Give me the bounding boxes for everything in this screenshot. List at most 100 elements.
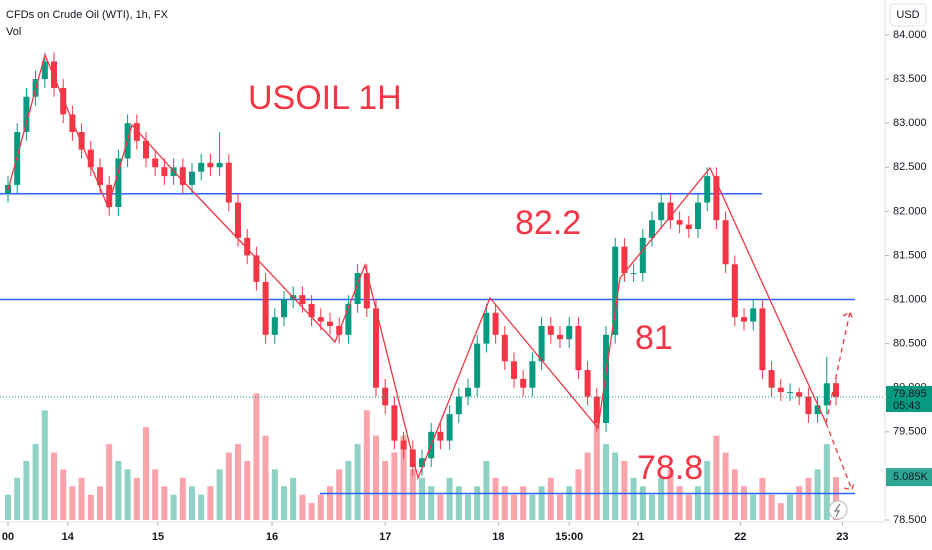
candle-body [750, 308, 757, 322]
candle-body [115, 158, 122, 207]
candle-body [777, 387, 784, 393]
volume-bar [60, 469, 67, 520]
volume-bar [363, 410, 370, 520]
candle-body [133, 123, 140, 141]
candle-body [722, 220, 729, 265]
candle-body [584, 370, 591, 397]
volume-bar [538, 486, 545, 520]
candle-body [603, 334, 609, 423]
x-tick-label: 17 [379, 531, 391, 543]
volume-bar [354, 444, 361, 520]
volume-bar [400, 435, 407, 520]
candle-body [198, 162, 205, 172]
candle-body [529, 361, 536, 388]
volume-bar [446, 477, 453, 520]
candle-body [281, 299, 287, 318]
volume-bar [547, 477, 554, 520]
candle-body [345, 303, 352, 335]
y-tick-label: 79.500 [893, 426, 927, 438]
volume-bar [345, 460, 352, 520]
volume-bar [189, 486, 195, 520]
candle-body [741, 317, 747, 322]
volume-bar [225, 452, 232, 520]
volume-bar [23, 460, 30, 520]
currency-button[interactable] [889, 3, 927, 27]
candle-body [557, 334, 563, 340]
candle-body [317, 317, 324, 322]
volume-bar [501, 486, 508, 520]
candle-body [69, 114, 76, 132]
volume-bar [382, 460, 389, 520]
candle-body [704, 176, 711, 203]
candle-body [649, 220, 655, 238]
candle-body [676, 220, 683, 225]
annotation: USOIL 1H [248, 79, 402, 117]
x-tick-label: 22 [734, 531, 746, 543]
volume-bar [271, 469, 278, 520]
volume-bar [649, 494, 655, 520]
volume-bar [419, 477, 425, 520]
volume-bar [373, 435, 379, 520]
replay-icon[interactable] [828, 500, 848, 520]
candle-body [253, 255, 260, 282]
candle-body [483, 312, 490, 344]
candle-body [759, 308, 766, 371]
volume-bar [676, 486, 683, 520]
volume-bar [557, 494, 563, 520]
volume-bar [520, 486, 527, 520]
volume-bar [143, 427, 149, 520]
volume-value-label: 5.085K [893, 471, 929, 483]
volume-bar [308, 503, 315, 520]
last-price-label: 79.895 [893, 388, 927, 400]
volume-bar [5, 494, 11, 520]
volume-bar [695, 486, 701, 520]
y-tick-label: 83.500 [893, 73, 927, 85]
volume-bar [814, 469, 821, 520]
volume-bar [133, 477, 140, 520]
y-tick-label: 78.500 [893, 514, 927, 526]
volume-bar [281, 486, 287, 520]
volume-bar [32, 444, 39, 520]
y-tick-label: 82.000 [893, 205, 927, 217]
x-tick-label: 16 [266, 531, 278, 543]
volume-bar [483, 460, 490, 520]
volume-bar [474, 486, 481, 520]
candle-body [437, 431, 444, 441]
candle-body [547, 326, 554, 335]
volume-bar [437, 494, 444, 520]
candle-body [271, 317, 278, 335]
volume-bar [51, 452, 57, 520]
volume-bar [317, 494, 324, 520]
volume-bar [750, 494, 757, 520]
volume-bar [327, 486, 333, 520]
candle-body [823, 383, 830, 406]
volume-bar [833, 477, 839, 520]
candle-body [630, 273, 637, 275]
y-tick-label: 83.000 [893, 117, 927, 129]
volume-bar [115, 460, 122, 520]
annotation: 82.2 [515, 204, 581, 242]
volume-bar [262, 435, 269, 520]
volume-bar [253, 393, 260, 520]
volume-bar [198, 494, 205, 520]
candle-body [658, 202, 665, 221]
candle-body [465, 387, 471, 397]
candle-body [731, 264, 738, 318]
candle-body [621, 246, 628, 274]
volume-bar [161, 486, 168, 520]
candle-body [814, 405, 821, 415]
candle-body [161, 167, 168, 177]
volume-bar [768, 494, 775, 520]
candle-body [575, 326, 582, 371]
volume-bar [299, 494, 306, 520]
volume-bar [409, 469, 416, 520]
candle-body [152, 158, 159, 168]
x-tick-label: 23 [836, 531, 848, 543]
volume-bar [207, 486, 214, 520]
candle-body [216, 162, 223, 168]
annotation: 81 [635, 319, 673, 357]
volume-bar [584, 452, 591, 520]
volume-bar [639, 486, 646, 520]
x-tick-label: 15:00 [555, 531, 583, 543]
